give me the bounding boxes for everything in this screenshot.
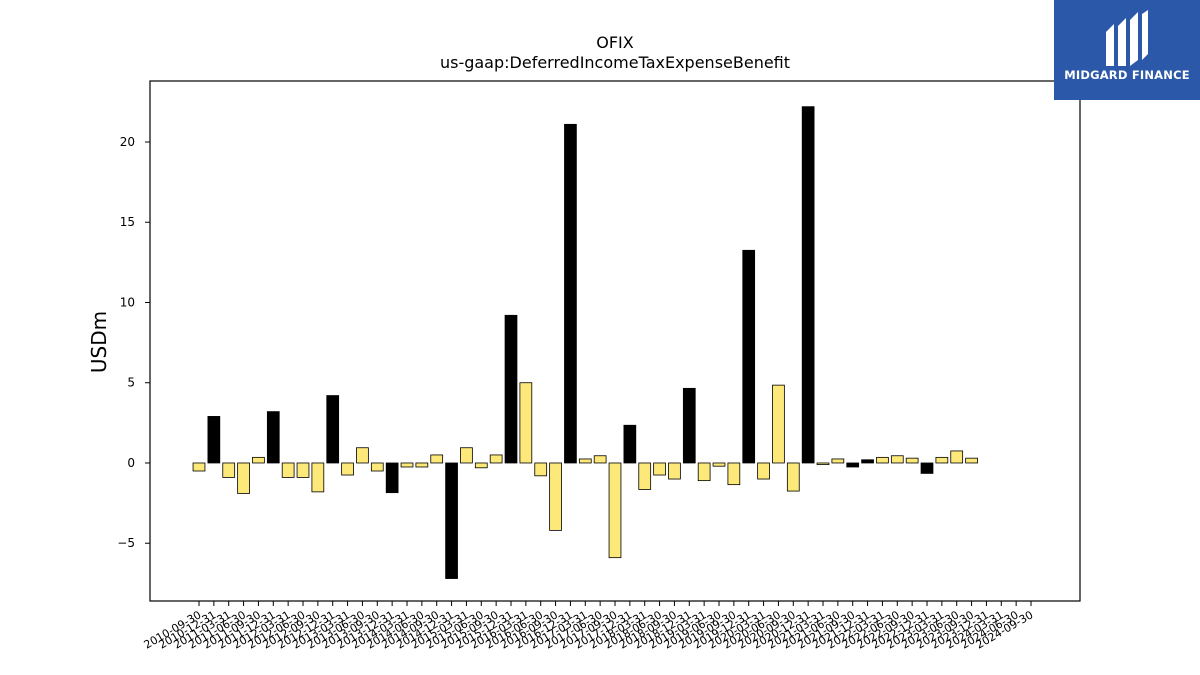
bar-2015-03-31 bbox=[460, 447, 473, 464]
bar-2018-03-31 bbox=[638, 462, 652, 490]
bar-2022-06-30 bbox=[890, 455, 904, 464]
y-axis-ticks: −5 0 5 10 15 20 bbox=[117, 135, 150, 550]
bar-2020-03-31 bbox=[757, 462, 770, 480]
bar-2017-03-31 bbox=[578, 458, 592, 464]
bar-2015-06-30 bbox=[474, 462, 488, 469]
bar-2018-12-31 bbox=[682, 387, 696, 464]
bar-2012-09-30 bbox=[311, 462, 325, 493]
midgard-finance-logo: MIDGARD FINANCE bbox=[1054, 0, 1200, 100]
bars bbox=[192, 106, 978, 579]
bar-2021-09-30 bbox=[846, 462, 860, 468]
y-tick-label: 0 bbox=[127, 456, 135, 470]
bar-2011-06-30 bbox=[237, 462, 250, 494]
plot-frame bbox=[149, 80, 1081, 602]
bar-2022-09-30 bbox=[905, 457, 919, 464]
bar-2020-09-30 bbox=[786, 462, 800, 492]
bar-2021-06-30 bbox=[831, 458, 845, 464]
bar-2011-09-30 bbox=[252, 456, 265, 464]
bar-2020-06-30 bbox=[772, 384, 785, 464]
bar-2014-03-31 bbox=[400, 462, 414, 468]
y-axis-label: USDm bbox=[87, 311, 111, 373]
bar-2018-06-30 bbox=[653, 462, 666, 476]
y-tick-label: 10 bbox=[120, 295, 135, 309]
bar-2010-09-30 bbox=[192, 462, 206, 472]
bar-2019-09-30 bbox=[727, 462, 741, 486]
bar-2014-09-30 bbox=[430, 454, 444, 464]
bar-2012-03-31 bbox=[281, 462, 295, 478]
bar-2015-09-30 bbox=[489, 454, 503, 464]
bar-2016-03-31 bbox=[519, 382, 533, 464]
bar-2022-12-31 bbox=[920, 462, 934, 474]
bar-2019-06-30 bbox=[712, 462, 726, 467]
logo-mark-icon bbox=[1106, 10, 1148, 66]
bar-2010-12-31 bbox=[207, 416, 221, 464]
bar-2016-06-30 bbox=[534, 462, 548, 477]
bar-2018-09-30 bbox=[668, 462, 681, 480]
bar-2021-12-31 bbox=[861, 459, 874, 464]
y-tick-label: 15 bbox=[120, 215, 135, 229]
y-tick-label: 5 bbox=[127, 376, 135, 390]
y-tick-label: −5 bbox=[117, 536, 135, 550]
bar-2013-06-30 bbox=[356, 447, 369, 464]
bar-2017-12-31 bbox=[623, 424, 637, 464]
bar-2011-12-31 bbox=[266, 411, 280, 464]
logo-text: MIDGARD FINANCE bbox=[1064, 68, 1190, 82]
bar-2014-06-30 bbox=[415, 462, 429, 468]
bar-2016-09-30 bbox=[549, 462, 562, 531]
x-axis-ticks: 2010-09-302010-12-312011-03-312011-06-30… bbox=[142, 601, 1036, 652]
bar-2019-03-31 bbox=[697, 462, 711, 482]
bar-2013-03-31 bbox=[341, 462, 354, 476]
y-tick-label: 20 bbox=[120, 135, 135, 149]
chart-subtitle: us-gaap:DeferredIncomeTaxExpenseBenefit bbox=[440, 53, 790, 72]
bar-2017-09-30 bbox=[608, 462, 622, 559]
bar-2021-03-31 bbox=[816, 462, 830, 465]
bar-2013-12-31 bbox=[385, 462, 399, 494]
bar-2022-03-31 bbox=[876, 456, 889, 464]
bar-2019-12-31 bbox=[742, 249, 756, 464]
bar-2023-06-30 bbox=[950, 450, 964, 464]
bar-2015-12-31 bbox=[504, 314, 518, 464]
bar-2017-06-30 bbox=[593, 455, 607, 464]
bar-2020-12-31 bbox=[801, 106, 815, 464]
bar-2012-06-30 bbox=[296, 462, 310, 478]
bar-2023-03-31 bbox=[935, 456, 949, 464]
bar-2023-09-30 bbox=[965, 457, 978, 464]
bar-2011-03-31 bbox=[222, 462, 236, 478]
bar-2016-12-31 bbox=[564, 123, 577, 464]
bar-2014-12-31 bbox=[445, 462, 458, 579]
chart-title: OFIX bbox=[596, 33, 634, 52]
bar-2012-12-31 bbox=[326, 395, 340, 464]
bar-2013-09-30 bbox=[370, 462, 384, 472]
